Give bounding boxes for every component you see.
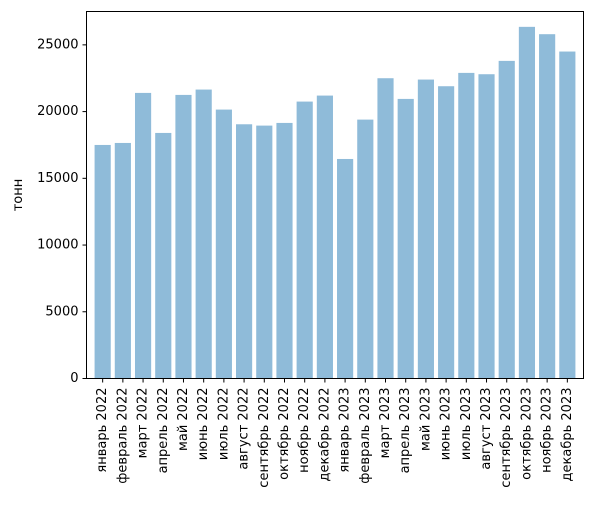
x-tick-label: декабрь 2022 [317, 388, 332, 482]
x-tick-label: февраль 2022 [115, 388, 130, 484]
y-tick-label: 20000 [37, 104, 78, 119]
x-tick-label: ноябрь 2022 [297, 388, 312, 473]
bar-24 [559, 51, 576, 379]
y-tick-label: 5000 [45, 304, 78, 319]
x-tick-label: апрель 2022 [156, 388, 171, 474]
x-tick-label: май 2023 [418, 388, 433, 451]
bar-19 [458, 72, 475, 379]
bar-12 [316, 95, 333, 379]
y-axis: 0 5000 10000 15000 20000 25000 [37, 37, 87, 386]
bar-5 [175, 94, 192, 379]
bar-23 [539, 34, 556, 379]
x-tick-label: июль 2023 [459, 388, 474, 461]
y-axis-title: тонн [11, 179, 26, 212]
x-tick-label: июль 2022 [216, 388, 231, 461]
bar-2 [114, 142, 131, 379]
bar-11 [296, 101, 313, 379]
y-tick-label: 25000 [37, 37, 78, 52]
bars-group [94, 26, 576, 379]
bar-7 [215, 109, 232, 379]
bar-13 [337, 158, 354, 379]
x-tick-label: октябрь 2022 [277, 388, 292, 480]
x-axis: январь 2022 февраль 2022 март 2022 апрель 2… [95, 378, 575, 488]
bar-16 [397, 98, 414, 379]
bar-1 [94, 144, 111, 379]
x-tick-label: апрель 2023 [398, 388, 413, 474]
x-tick-label: январь 2022 [95, 388, 110, 473]
x-tick-label: июнь 2022 [196, 388, 211, 461]
bar-8 [236, 124, 253, 379]
bar-22 [518, 26, 536, 379]
y-tick-label: 0 [70, 371, 78, 386]
x-tick-label: октябрь 2023 [519, 388, 534, 480]
bar-15 [377, 78, 394, 379]
bar-3 [134, 92, 152, 379]
x-tick-label: август 2022 [237, 388, 252, 470]
bar-20 [478, 74, 495, 379]
x-tick-label: март 2022 [136, 388, 151, 459]
y-tick-label: 10000 [37, 238, 78, 253]
bar-6 [195, 89, 212, 379]
bar-18 [438, 86, 455, 379]
bar-21 [498, 60, 515, 379]
x-tick-label: март 2023 [378, 388, 393, 459]
bar-9 [256, 125, 273, 379]
x-tick-label: декабрь 2023 [560, 388, 575, 482]
bar-14 [357, 119, 374, 379]
x-tick-label: январь 2023 [338, 388, 353, 473]
bar-17 [417, 79, 434, 379]
x-tick-label: ноябрь 2023 [540, 388, 555, 473]
y-tick-label: 15000 [37, 171, 78, 186]
x-tick-label: май 2022 [176, 388, 191, 451]
bar-10 [276, 122, 293, 379]
x-tick-label: сентябрь 2023 [499, 388, 514, 488]
x-tick-label: сентябрь 2022 [257, 388, 272, 488]
x-tick-label: август 2023 [479, 388, 494, 470]
x-tick-label: февраль 2023 [358, 388, 373, 484]
plot-frame [86, 11, 584, 379]
bar-4 [155, 132, 172, 379]
x-tick-label: июнь 2023 [439, 388, 454, 461]
